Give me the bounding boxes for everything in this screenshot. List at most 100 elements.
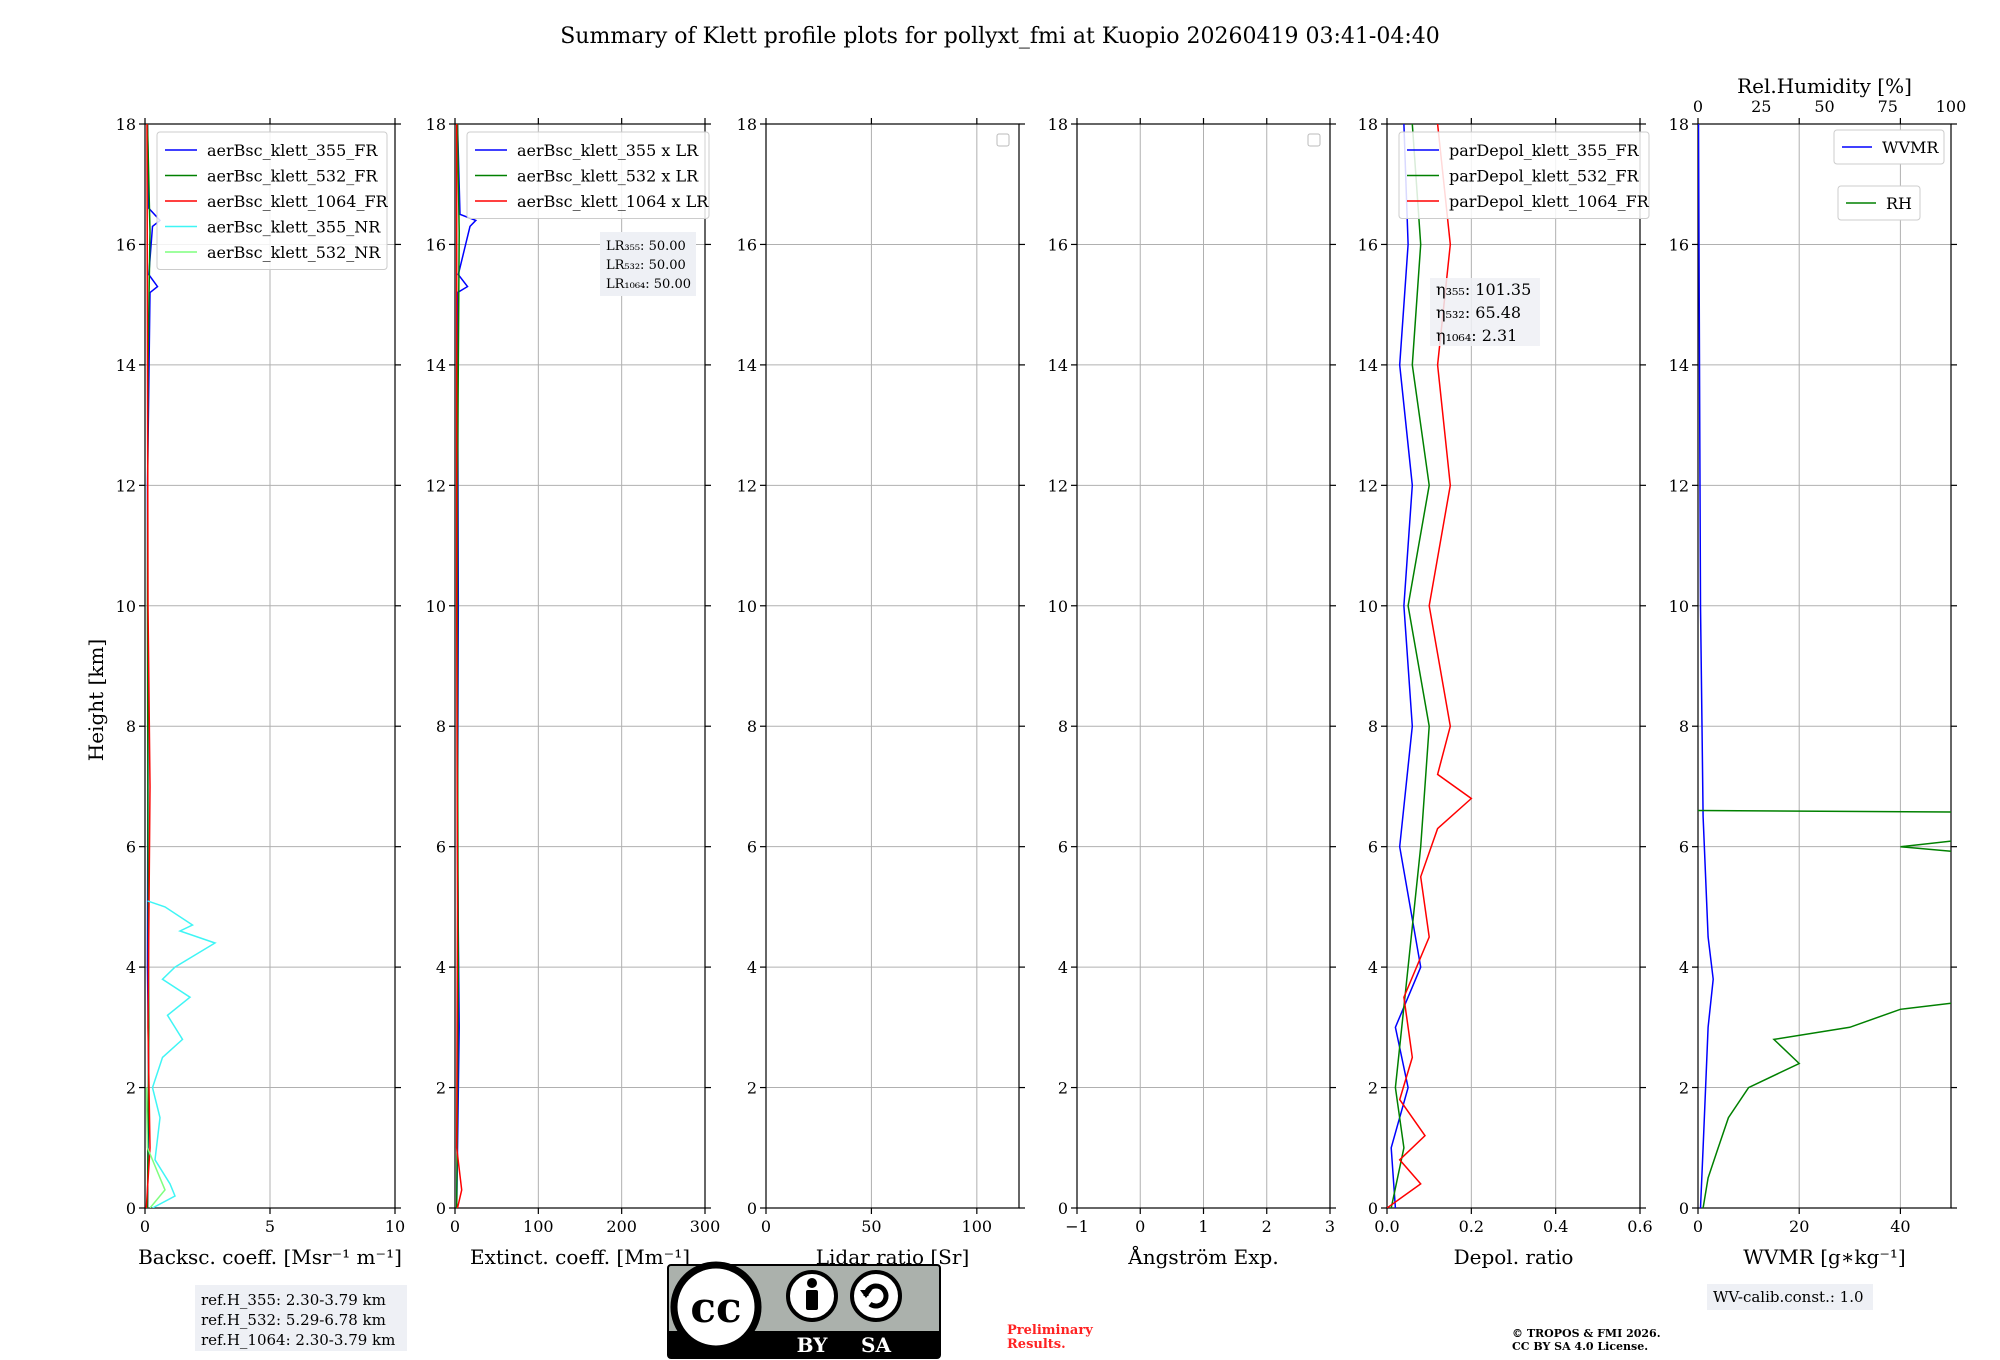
empty-legend-box — [996, 133, 1010, 147]
eta-box — [1430, 278, 1540, 346]
y-tick-label: 10 — [1358, 597, 1378, 616]
y-tick-label: 10 — [426, 597, 446, 616]
lr-box — [600, 232, 696, 296]
y-tick-label: 14 — [1669, 356, 1689, 375]
y-tick-label: 16 — [116, 235, 136, 254]
legend: parDepol_klett_355_FR parDepol_klett_532_… — [1398, 131, 1650, 219]
x-tick-label: 10 — [385, 1217, 405, 1236]
y-tick-label: 2 — [1679, 1079, 1689, 1098]
copyright-line1: © TROPOS & FMI 2026. — [1512, 1327, 1661, 1340]
y-tick-label: 4 — [1679, 958, 1689, 977]
legend: aerBsc_klett_355 x LR aerBsc_klett_532 x … — [466, 131, 710, 219]
axes-frame — [1076, 123, 1331, 1209]
series-line-aerBsc_klett_355_NR — [147, 900, 217, 1208]
x-tick-label: 0 — [450, 1217, 460, 1236]
series-group — [1698, 124, 1951, 1208]
x-tick-label: 0.4 — [1543, 1217, 1568, 1236]
y-tick-label: 8 — [747, 717, 757, 736]
y-tick-label: 16 — [1048, 235, 1068, 254]
y-tick-label: 6 — [1679, 838, 1689, 857]
y-tick-label: 4 — [126, 958, 136, 977]
copyright-line2: CC BY SA 4.0 License. — [1512, 1340, 1648, 1353]
legend-label: aerBsc_klett_355 x LR — [517, 141, 699, 160]
x-axis-label: Backsc. coeff. [Msr⁻¹ m⁻¹] — [138, 1245, 402, 1269]
y-tick-label: 12 — [737, 476, 757, 495]
y-tick-label: 12 — [1358, 476, 1378, 495]
series-line-aerBsc_klett_532 x LR — [455, 124, 460, 1208]
y-tick-label: 0 — [126, 1199, 136, 1218]
share-alike-arrowhead — [860, 1290, 872, 1298]
x-tick-label: 0.0 — [1374, 1217, 1399, 1236]
x-tick-label: 50 — [861, 1217, 881, 1236]
figure-title: Summary of Klett profile plots for polly… — [560, 24, 1440, 49]
y-tick-label: 2 — [436, 1079, 446, 1098]
y-tick-label: 0 — [1679, 1199, 1689, 1218]
x-tick-label: 2 — [1262, 1217, 1272, 1236]
ref-height-355: ref.H_355: 2.30-3.79 km — [201, 1291, 386, 1309]
series-line-aerBsc_klett_1064 x LR — [455, 124, 463, 1208]
legend-box — [1837, 185, 1921, 221]
wv-calib-box-bg — [1707, 1284, 1873, 1310]
x-tick-label: −1 — [1065, 1217, 1089, 1236]
top-x-tick-label: 0 — [1693, 97, 1703, 116]
x-tick-label: 5 — [265, 1217, 275, 1236]
lr-label: LR₅₃₂: 50.00 — [606, 258, 686, 273]
x-tick-label: 100 — [962, 1217, 993, 1236]
y-tick-label: 4 — [436, 958, 446, 977]
legend-label: WVMR — [1882, 138, 1939, 157]
y-tick-label: 0 — [747, 1199, 757, 1218]
x-tick-label: 0 — [1693, 1217, 1703, 1236]
x-axis-label: Depol. ratio — [1454, 1245, 1574, 1269]
x-tick-label: 0.6 — [1627, 1217, 1652, 1236]
y-tick-label: 12 — [1048, 476, 1068, 495]
series-line-parDepol_klett_1064_FR — [1387, 124, 1473, 1208]
y-tick-label: 18 — [426, 115, 446, 134]
y-tick-label: 0 — [1058, 1199, 1068, 1218]
x-tick-label: 3 — [1325, 1217, 1335, 1236]
legend-box — [1833, 129, 1945, 165]
axes-frame — [1697, 123, 1952, 1209]
x-axis-label: WVMR [g∗kg⁻¹] — [1743, 1245, 1905, 1269]
cc-text: cc — [690, 1283, 741, 1332]
y-tick-label: 6 — [1058, 838, 1068, 857]
y-tick-label: 14 — [116, 356, 136, 375]
series-line-aerBsc_klett_532_NR — [145, 1087, 166, 1208]
eta-label: η₃₅₅: 101.35 — [1436, 280, 1531, 299]
legend-label: aerBsc_klett_1064_FR — [207, 192, 389, 211]
legend-box — [466, 131, 710, 219]
panel-backscatter: 0 2 4 6 8 10 12 14 16 18 0 5 10 Backsc. coeff. [Msr⁻¹… — [116, 115, 406, 1269]
x-tick-label: 1 — [1198, 1217, 1208, 1236]
series-group — [455, 124, 478, 1208]
wv-calib-box: WV-calib.const.: 1.0 — [1707, 1284, 1873, 1310]
x-tick-label: 0.2 — [1459, 1217, 1484, 1236]
legend: aerBsc_klett_355_FR aerBsc_klett_532_FRae… — [156, 131, 389, 270]
top-x-tick-label: 50 — [1814, 97, 1834, 116]
lr-label: LR₃₅₅: 50.00 — [606, 239, 686, 254]
y-tick-label: 10 — [116, 597, 136, 616]
series-line-WVMR — [1698, 124, 1714, 1208]
y-tick-label: 4 — [1368, 958, 1378, 977]
y-tick-label: 16 — [1358, 235, 1378, 254]
y-tick-label: 18 — [1358, 115, 1378, 134]
ref-height-box: ref.H_355: 2.30-3.79 km ref.H_532: 5.29-… — [195, 1285, 407, 1351]
empty-legend-box — [1307, 133, 1321, 147]
legend-label: RH — [1886, 194, 1912, 213]
series-group — [145, 124, 217, 1208]
y-tick-label: 18 — [1669, 115, 1689, 134]
y-tick-label: 16 — [426, 235, 446, 254]
top-x-tick-label: 100 — [1936, 97, 1967, 116]
y-tick-label: 8 — [436, 717, 446, 736]
legend-label: aerBsc_klett_1064 x LR — [517, 192, 709, 211]
preliminary-line1: Preliminary — [1007, 1323, 1093, 1338]
top-x-tick-label: 25 — [1751, 97, 1771, 116]
axes-frame — [765, 123, 1020, 1209]
legend-label: aerBsc_klett_532_FR — [207, 167, 378, 186]
y-tick-label: 8 — [1679, 717, 1689, 736]
y-tick-label: 2 — [126, 1079, 136, 1098]
eta-label: η₅₃₂: 65.48 — [1436, 303, 1521, 322]
y-tick-label: 0 — [1368, 1199, 1378, 1218]
y-tick-label: 6 — [1368, 838, 1378, 857]
